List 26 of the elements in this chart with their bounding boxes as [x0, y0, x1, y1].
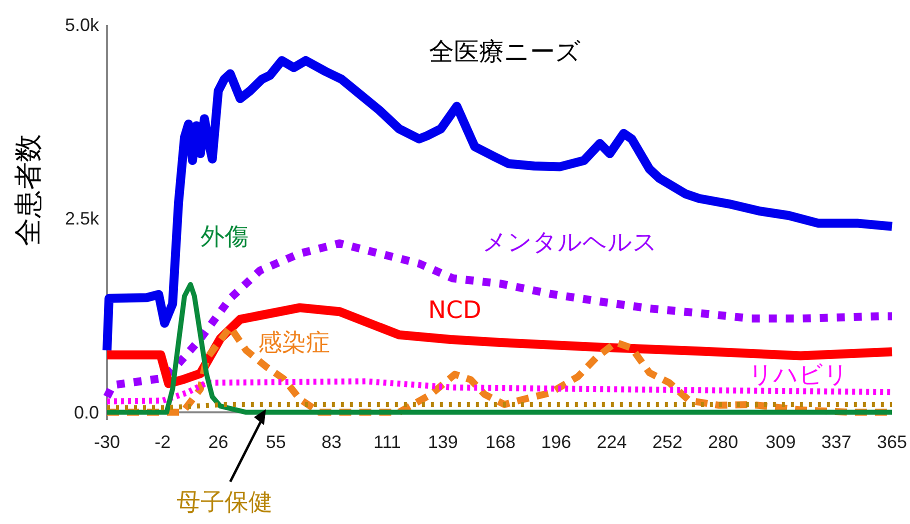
y-axis-title: 全患者数 — [12, 134, 45, 246]
y-tick-label: 0.0 — [74, 402, 99, 422]
series-label: リハビリ — [748, 360, 849, 388]
x-tick-label: -2 — [154, 432, 171, 452]
x-tick-label: 26 — [208, 432, 228, 452]
series-label: メンタルヘルス — [482, 228, 658, 256]
text: 全医療ニーズ — [429, 37, 581, 66]
series-label: NCD — [428, 296, 482, 324]
y-tick-label: 5.0k — [64, 15, 100, 35]
series-label: 外傷 — [200, 222, 248, 251]
x-tick-label: -30 — [94, 432, 120, 452]
x-tick-label: 83 — [322, 432, 342, 452]
series-label: 感染症 — [258, 328, 330, 357]
x-tick-label: 224 — [596, 432, 627, 452]
x-tick-label: 337 — [821, 432, 852, 452]
x-tick-label: 55 — [266, 432, 286, 452]
x-tick-label: 280 — [708, 432, 738, 452]
x-tick-label: 139 — [428, 432, 458, 452]
x-tick-label: 111 — [374, 432, 401, 452]
text: 母子保健 — [176, 488, 272, 516]
x-tick-label: 196 — [541, 432, 572, 452]
x-tick-label: 365 — [876, 432, 908, 452]
x-tick-label: 309 — [766, 432, 796, 452]
x-tick-label: 252 — [652, 432, 682, 452]
x-tick-label: 168 — [485, 432, 516, 452]
y-tick-label: 2.5k — [64, 208, 100, 229]
